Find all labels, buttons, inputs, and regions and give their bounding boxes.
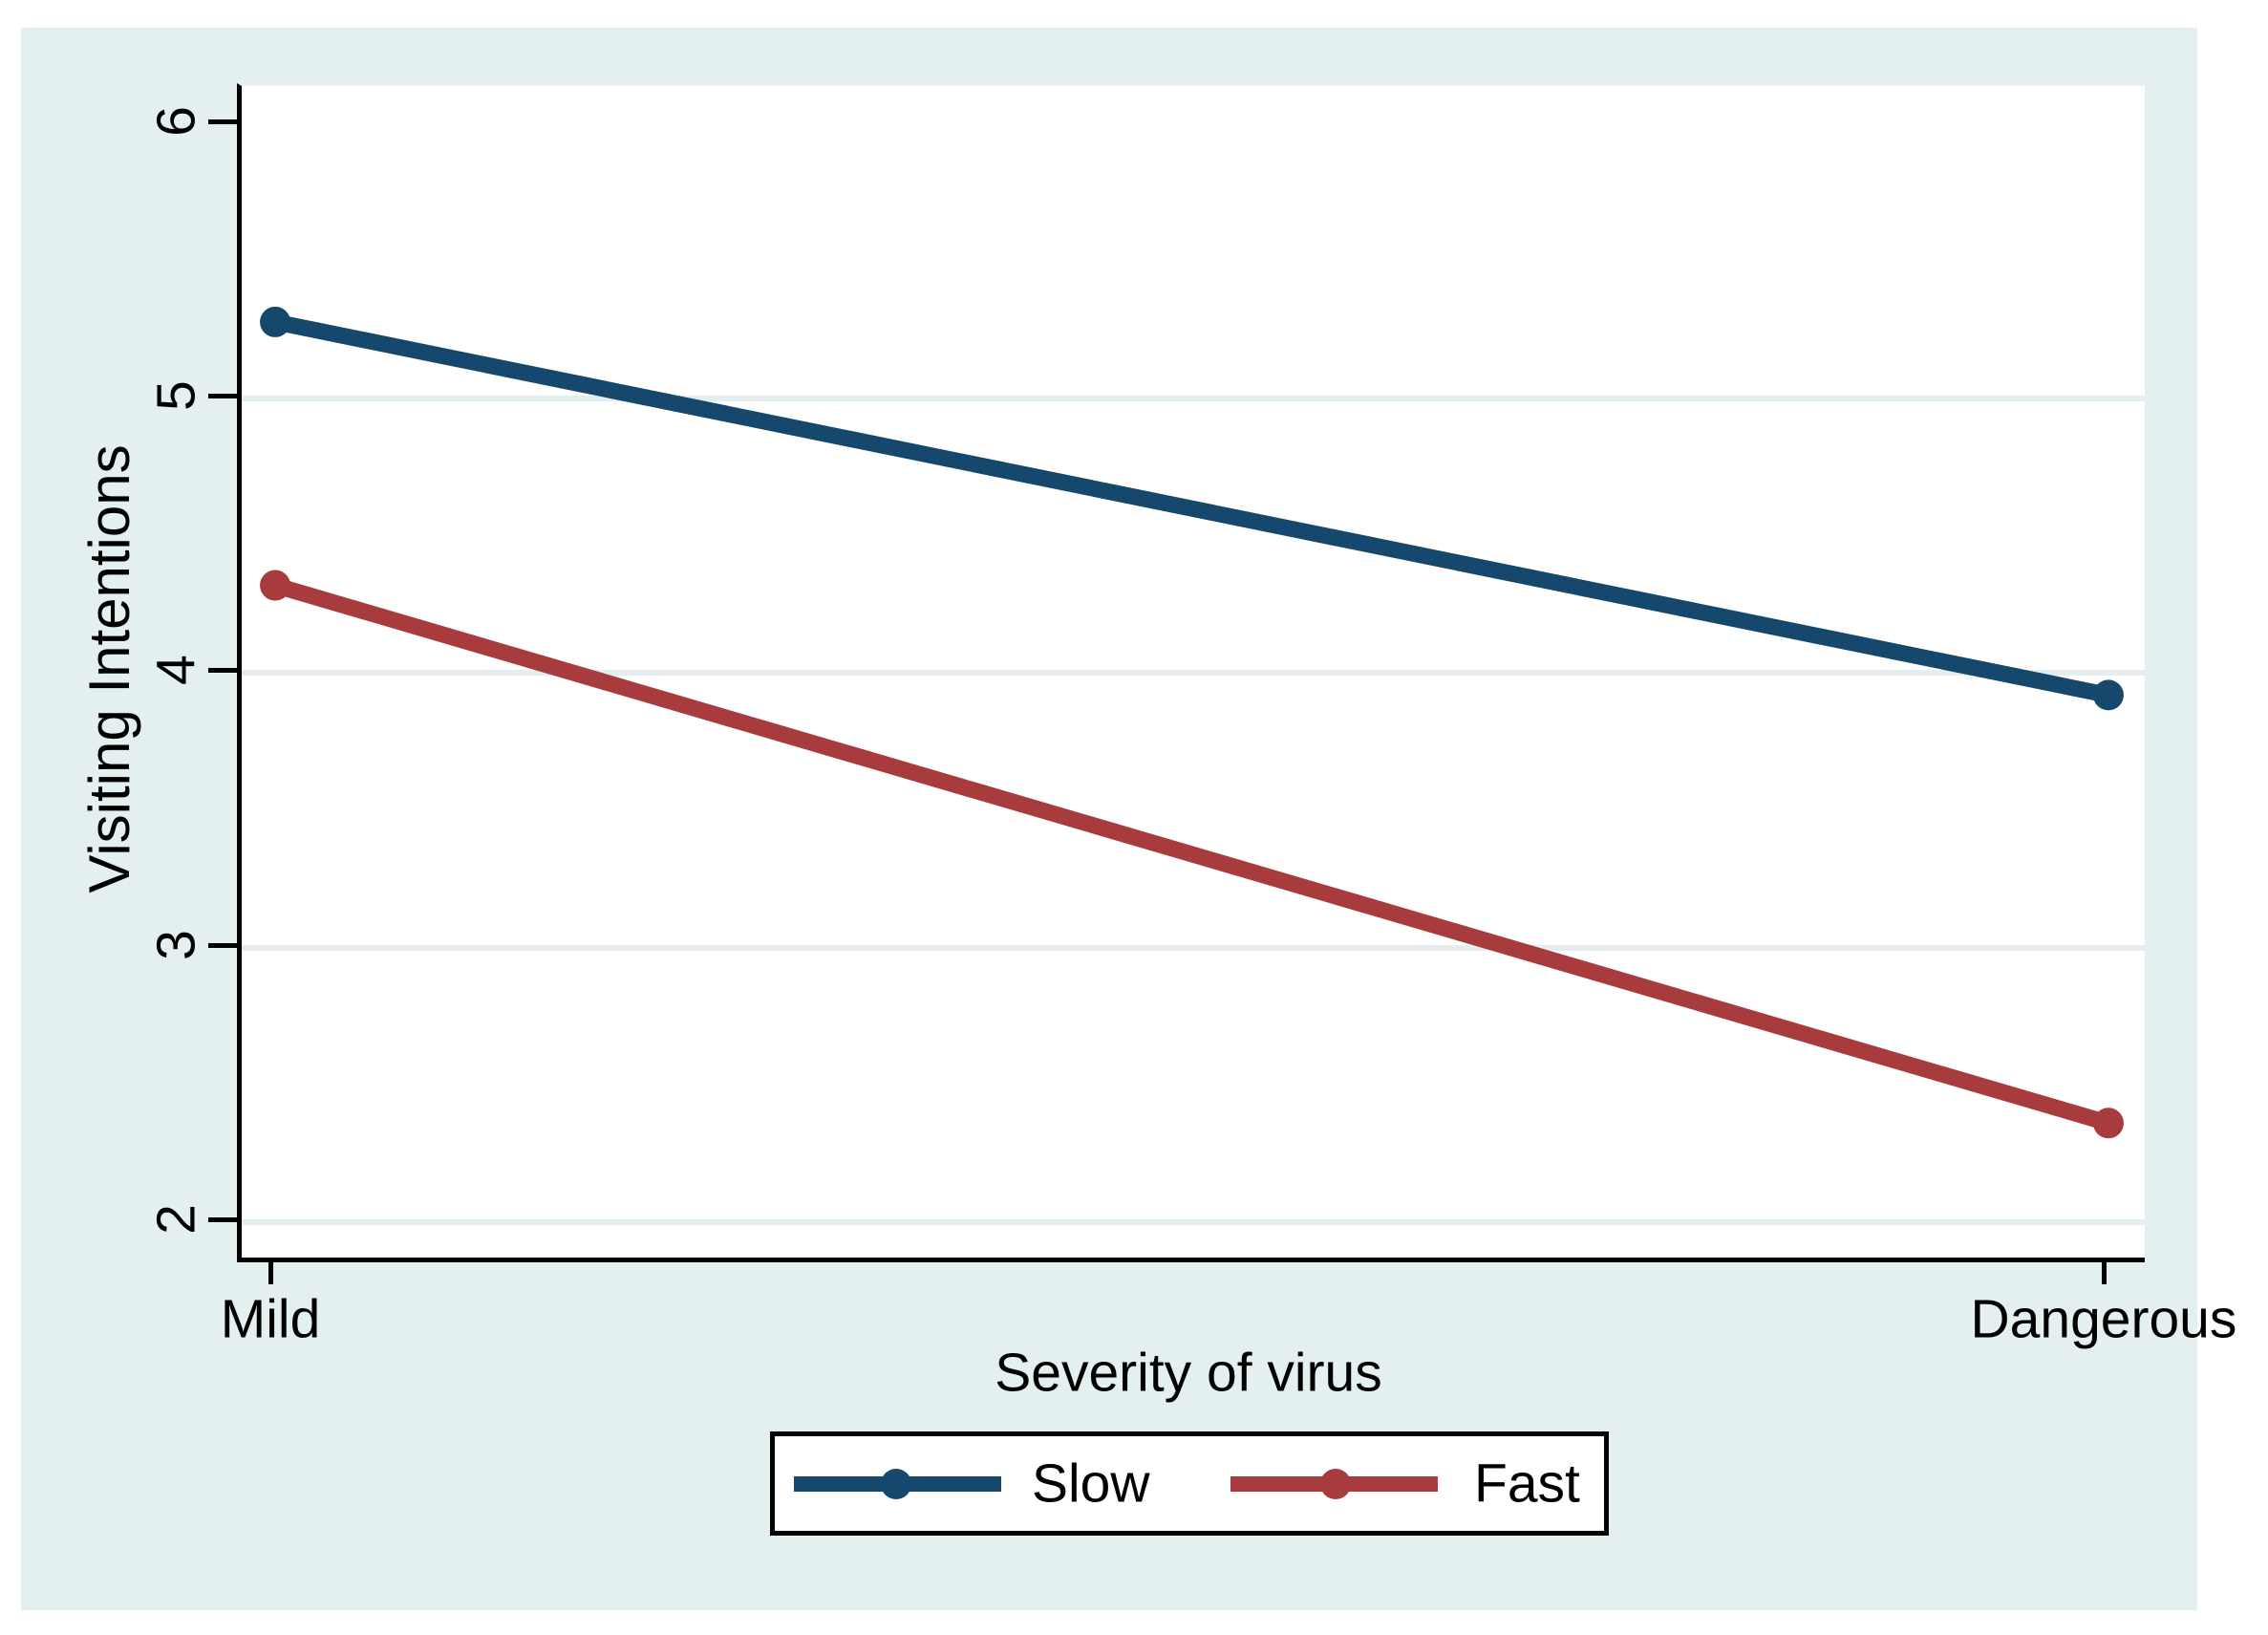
legend-line-sample-fast (1230, 1469, 1438, 1499)
series-marker-fast-dangerous (2092, 1108, 2124, 1139)
legend-marker-slow (881, 1469, 911, 1499)
x-tick-label-dangerous: Dangerous (1970, 1288, 2237, 1350)
y-tick-label-4: 4 (145, 655, 207, 686)
gridline-2 (242, 1218, 2145, 1225)
legend-marker-fast (1320, 1469, 1351, 1499)
series-marker-fast-mild (260, 570, 291, 601)
series-marker-slow-mild (260, 306, 291, 337)
y-axis-tick-6 (208, 119, 237, 125)
x-tick-label-mild: Mild (220, 1288, 321, 1350)
y-tick-label-6: 6 (145, 106, 207, 138)
series-marker-slow-dangerous (2092, 679, 2124, 711)
series-line-fast (272, 577, 2111, 1131)
x-axis-tick-mild (268, 1258, 274, 1284)
gridline-3 (242, 944, 2145, 951)
plot-area (237, 83, 2145, 1262)
legend: Slow Fast (770, 1431, 1609, 1536)
gridline-4 (242, 670, 2145, 677)
y-axis-tick-2 (208, 1216, 237, 1222)
y-tick-label-2: 2 (145, 1203, 207, 1235)
x-axis-title: Severity of virus (995, 1342, 1382, 1404)
y-tick-label-3: 3 (145, 929, 207, 960)
series-layer (260, 306, 2124, 1139)
y-axis-tick-5 (208, 394, 237, 399)
gridline-5 (242, 396, 2145, 402)
y-tick-label-5: 5 (145, 380, 207, 412)
y-axis-tick-4 (208, 668, 237, 674)
series-line-slow (273, 313, 2110, 703)
y-axis-tick-3 (208, 942, 237, 948)
y-axis-title: Visiting Intentions (77, 444, 141, 893)
x-axis-tick-dangerous (2101, 1258, 2107, 1284)
legend-line-sample-slow (794, 1469, 1001, 1499)
legend-label-slow: Slow (1032, 1452, 1150, 1514)
legend-label-fast: Fast (1474, 1452, 1580, 1514)
